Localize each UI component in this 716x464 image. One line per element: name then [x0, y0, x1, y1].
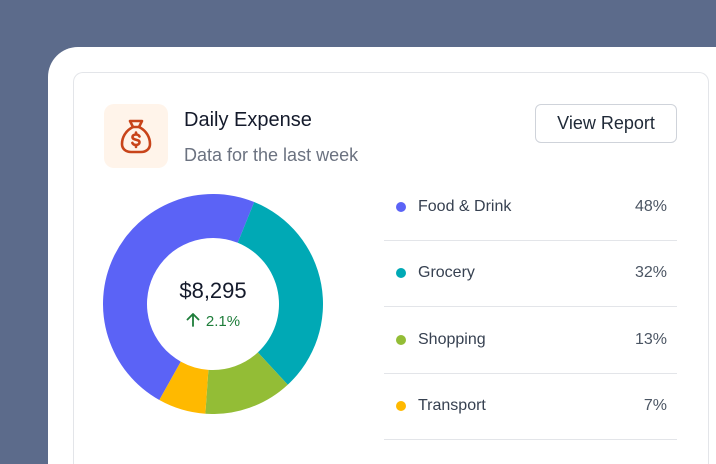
legend-percent: 13%	[634, 330, 667, 348]
card-subtitle: Data for the last week	[184, 145, 359, 165]
donut-segment-transport	[159, 361, 209, 414]
donut-segment-shopping	[205, 352, 288, 414]
donut-segment-grocery	[237, 202, 323, 385]
legend-item: Shopping 13%	[384, 307, 677, 374]
legend-dot	[396, 401, 406, 412]
money-bag-icon	[120, 119, 152, 154]
card-title: Daily Expense	[184, 109, 312, 131]
legend-label: Grocery	[418, 264, 475, 282]
legend-item: Grocery 32%	[384, 241, 677, 307]
legend-label: Transport	[418, 397, 486, 415]
change-indicator: 2.1%	[143, 313, 283, 330]
legend-label: Shopping	[418, 330, 486, 348]
arrow-up-icon	[186, 313, 200, 327]
total-amount: $8,295	[179, 278, 247, 303]
donut-chart	[103, 194, 323, 414]
legend-percent: 7%	[643, 397, 667, 415]
change-value: 2.1%	[205, 313, 241, 330]
view-report-button[interactable]: View Report	[535, 104, 677, 143]
legend: Food & Drink 48% Grocery 32% Shopping 13% Tran…	[384, 174, 677, 440]
icon-container	[104, 104, 168, 168]
legend-label: Food & Drink	[418, 197, 512, 215]
legend-dot	[396, 334, 406, 345]
legend-percent: 48%	[634, 197, 667, 215]
legend-dot	[396, 201, 406, 212]
legend-percent: 32%	[634, 264, 667, 282]
legend-dot	[396, 268, 406, 279]
legend-item: Transport 7%	[384, 374, 677, 440]
donut-segment-food-drink	[103, 194, 255, 401]
legend-item: Food & Drink 48%	[384, 174, 677, 241]
